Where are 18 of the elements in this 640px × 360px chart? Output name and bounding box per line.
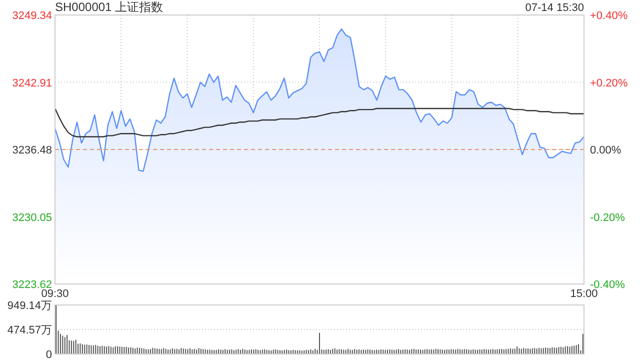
y-tick-label: 3230.05 [12,212,52,224]
x-tick-label: 09:30 [41,288,69,300]
chart-title: SH000001 上证指数 [55,0,164,14]
x-tick-label: 15:00 [570,288,598,300]
y-tick-label: 474.57万 [7,324,52,336]
y2-tick-label: 0.00% [590,144,622,156]
y-tick-label: 949.14万 [7,300,52,312]
y-tick-label: 0 [46,349,52,360]
y2-tick-label: -0.20% [590,212,626,224]
y-tick-label: 3236.48 [12,144,52,156]
y2-tick-label: +0.20% [590,77,628,90]
y2-tick-label: +0.40% [590,10,628,22]
y-tick-label: 3249.34 [12,10,52,22]
y2-tick-label: -0.40% [590,279,626,291]
text: 07-14 15:30 [525,2,584,14]
y-tick-label: 3242.91 [12,77,52,90]
line-series [54,108,585,138]
y-tick-label: 3223.62 [12,279,52,291]
